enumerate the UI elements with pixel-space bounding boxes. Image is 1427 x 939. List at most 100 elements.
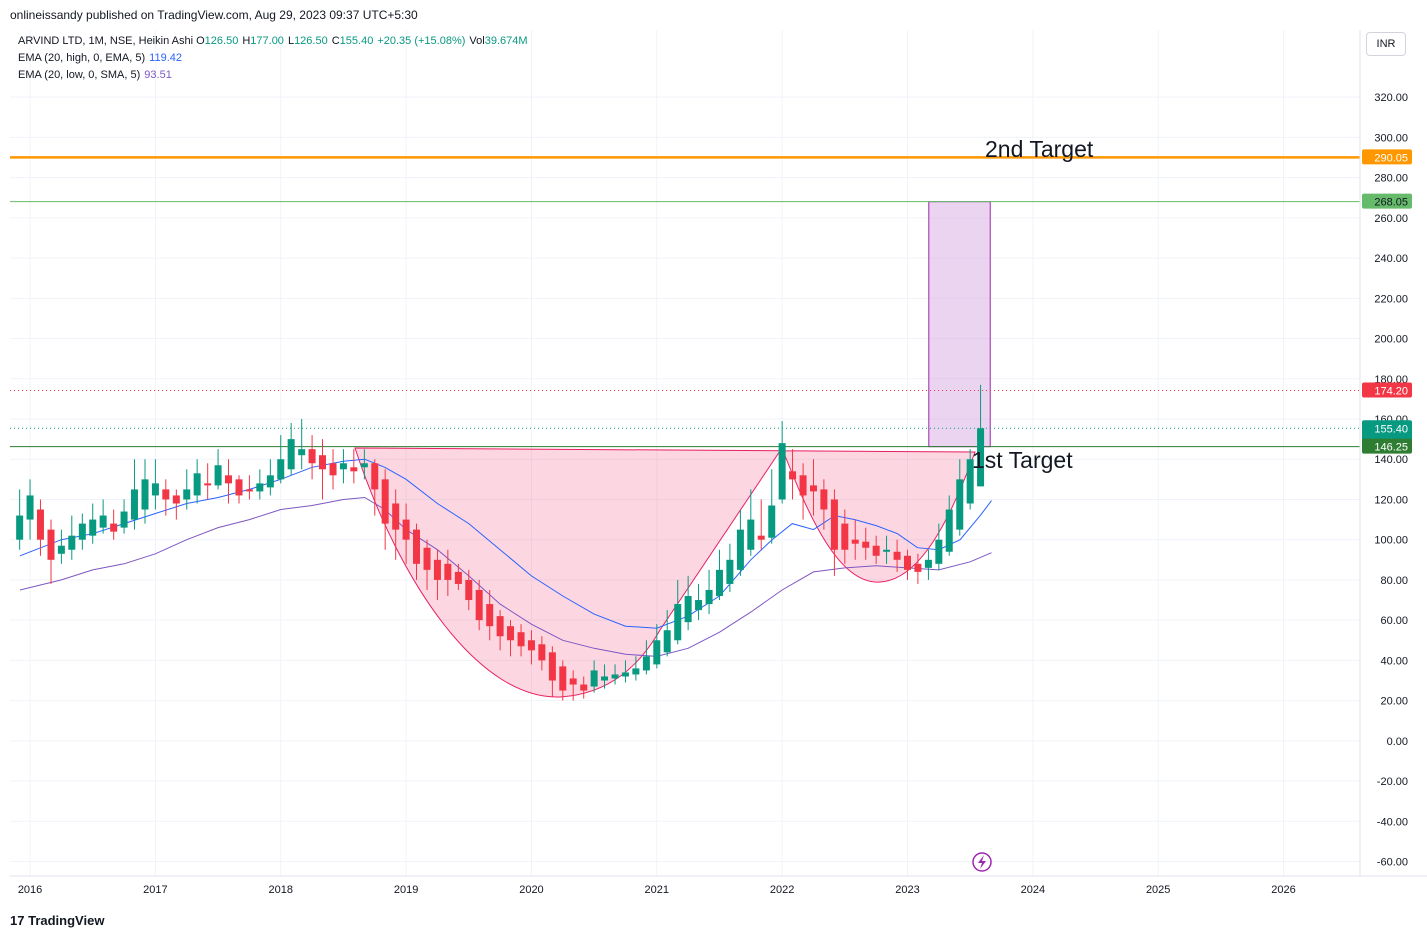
candle-body (245, 489, 253, 492)
alert-icon[interactable] (972, 852, 992, 872)
x-tick-label: 2016 (18, 884, 42, 896)
candle-body (16, 515, 24, 540)
candle-body (580, 684, 588, 691)
x-tick-label: 2025 (1146, 884, 1170, 896)
candle-body (695, 600, 703, 611)
y-tick-label: 140.00 (1374, 454, 1408, 466)
branding-text: TradingView (28, 913, 105, 928)
candle-body (172, 495, 180, 504)
candle-body (329, 463, 337, 476)
price-label-box (1362, 193, 1412, 209)
y-tick-label: 100.00 (1374, 535, 1408, 547)
ema-line (19, 458, 992, 629)
candle-body (256, 483, 264, 492)
y-tick-label: 320.00 (1374, 92, 1408, 104)
candle-body (684, 596, 692, 623)
grid (10, 30, 1360, 876)
price-label: 155.40 (1374, 423, 1408, 435)
y-tick-label: 40.00 (1380, 655, 1408, 667)
y-tick-label: 200.00 (1374, 334, 1408, 346)
candle-body (36, 509, 44, 540)
candle-body (653, 640, 661, 665)
candle-body (736, 529, 744, 570)
candle-body (726, 559, 734, 584)
ema-name: EMA (20, high, 0, EMA, 5) (18, 52, 146, 64)
candle-body (507, 626, 515, 641)
x-tick-label: 2022 (770, 884, 794, 896)
price-label: 290.05 (1374, 152, 1408, 164)
ohlc: O126.50 H177.00 L126.50 C155.40 +20.35 (+15.… (196, 35, 531, 47)
candle-body (642, 656, 650, 671)
candle-body (99, 515, 107, 528)
candle-body (778, 443, 786, 500)
candle-body (162, 489, 170, 500)
candle-body (830, 499, 838, 550)
candle-body (621, 672, 629, 677)
change: +20.35 (+15.08%) (377, 35, 466, 47)
ohlc-value: 126.50 (294, 35, 328, 47)
candle-body (705, 589, 713, 605)
annotation: 1st Target (972, 447, 1073, 473)
candle-body (318, 455, 326, 470)
candle-body (392, 503, 400, 530)
candle-body (966, 459, 974, 504)
candle-body (851, 539, 859, 544)
candle-body (141, 479, 149, 510)
candle-body (350, 467, 358, 472)
y-tick-label: -40.00 (1377, 816, 1408, 828)
y-tick-label: 120.00 (1374, 494, 1408, 506)
ohlc-value: 126.50 (204, 35, 239, 47)
y-tick-label: 260.00 (1374, 213, 1408, 225)
candle-body (809, 485, 817, 492)
candle-body (57, 545, 65, 554)
candle-body (193, 473, 201, 496)
ohlc-key: C (331, 35, 340, 47)
y-tick-label: 280.00 (1374, 173, 1408, 185)
y-tick-label: 240.00 (1374, 253, 1408, 265)
candle-body (538, 644, 546, 661)
annotation: 2nd Target (985, 136, 1094, 162)
currency-button[interactable]: INR (1366, 32, 1406, 56)
candle-body (893, 551, 901, 560)
price-label: 268.05 (1374, 197, 1408, 209)
y-tick-label: 60.00 (1380, 615, 1408, 627)
target-box (928, 201, 991, 448)
candle-body (715, 569, 723, 597)
volume-key: Vol (469, 35, 485, 47)
branding: 17 TradingView (10, 913, 105, 928)
y-tick-label: 300.00 (1374, 132, 1408, 144)
ema-value: 119.42 (149, 52, 182, 64)
alert-icon-bolt (978, 855, 986, 869)
candle-body (841, 523, 849, 550)
candle-body (548, 652, 556, 681)
candle-body (120, 511, 128, 528)
candle-body (789, 471, 797, 480)
price-label: 174.20 (1374, 385, 1408, 397)
candle-body (747, 519, 755, 550)
candle-body (89, 519, 97, 536)
candle-body (371, 463, 379, 490)
candle-body (266, 475, 274, 488)
legend-main: ARVIND LTD, 1M, NSE, Heikin Ashi O126.50… (18, 35, 532, 47)
legend-ema-high: EMA (20, high, 0, EMA, 5) 119.42 (18, 52, 182, 64)
price-label-box (1362, 382, 1412, 398)
x-tick-label: 2021 (645, 884, 669, 896)
candle-body (413, 529, 421, 564)
ema-name: EMA (20, low, 0, SMA, 5) (18, 69, 141, 81)
legend-ema-low: EMA (20, low, 0, SMA, 5) 93.51 (18, 69, 172, 81)
ema-value: 93.51 (144, 69, 172, 81)
candle-body (298, 449, 306, 456)
candle-body (214, 465, 222, 486)
candle-body (433, 559, 441, 580)
candle-body (47, 529, 55, 560)
candle-body (527, 640, 535, 651)
symbol-title: ARVIND LTD, 1M, NSE, Heikin Ashi (18, 35, 194, 47)
y-tick-label: 0.00 (1387, 736, 1408, 748)
labels: -60.00 -40.00 -20.00 0.00 20.00 40.00 60.00 80.… (18, 92, 1412, 896)
price-label: 146.25 (1374, 442, 1408, 454)
candle-body (486, 604, 494, 627)
candle-body (235, 479, 243, 496)
candle-body (601, 676, 609, 681)
